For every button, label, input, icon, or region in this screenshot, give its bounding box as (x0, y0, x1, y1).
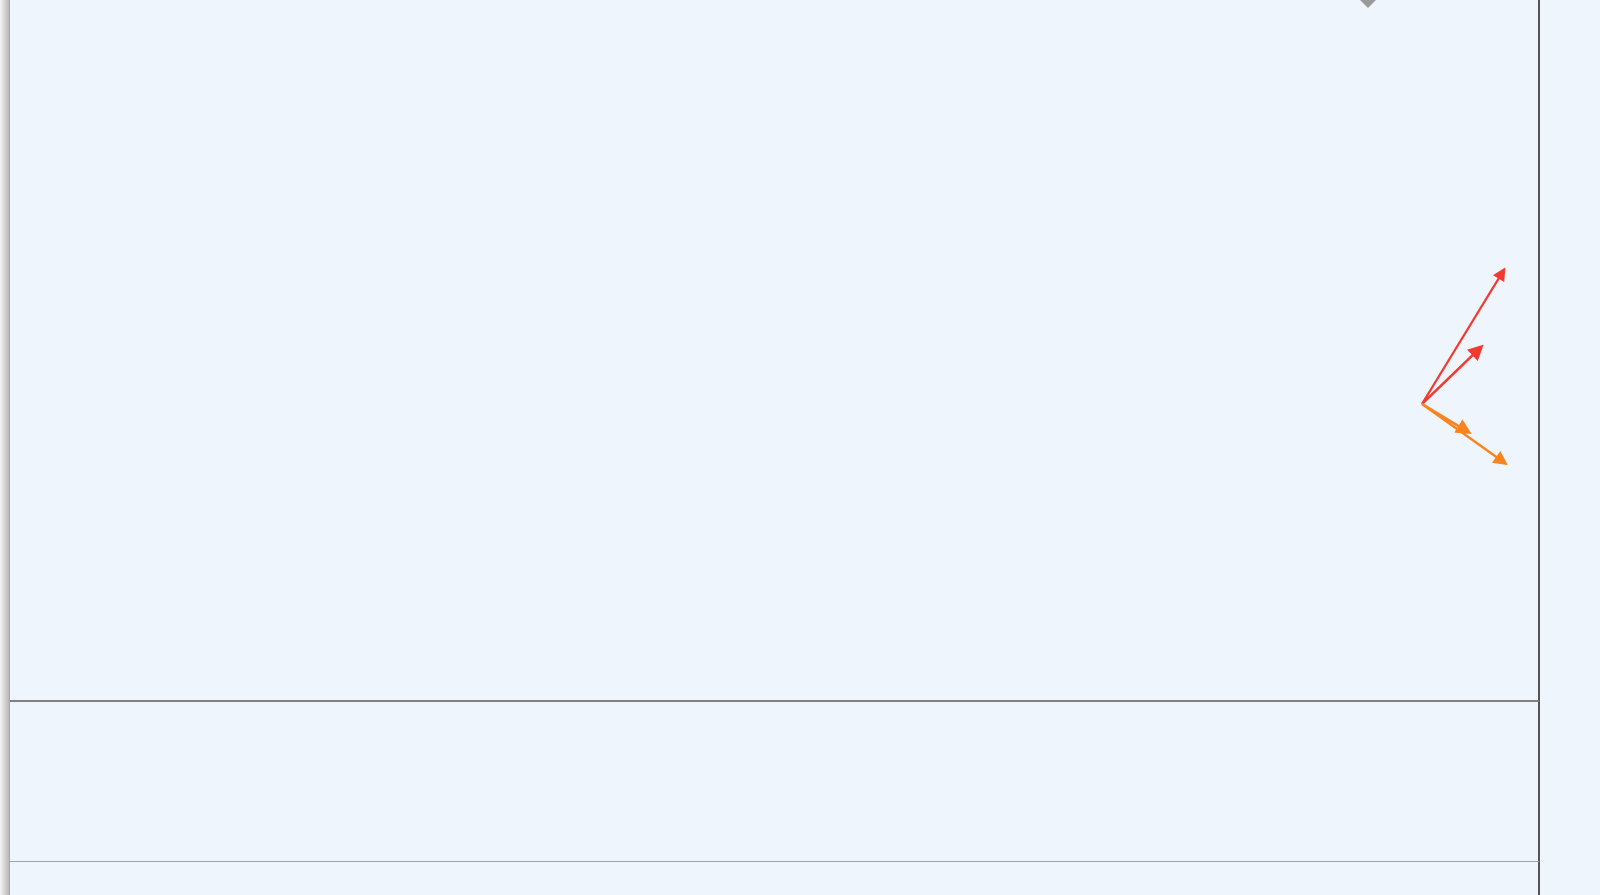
macd-indicator-pane[interactable] (10, 702, 1540, 862)
vertical-scrollbar[interactable] (0, 0, 10, 895)
candlestick-series (10, 0, 1540, 702)
projection-arrows (1421, 267, 1508, 466)
price-chart-pane[interactable] (10, 0, 1540, 702)
time-axis[interactable] (10, 862, 1540, 895)
macd-histogram (10, 702, 1540, 862)
bullish-arrow (1421, 267, 1506, 405)
price-scale[interactable] (1542, 0, 1600, 895)
chart-shift-marker-icon[interactable] (1360, 0, 1376, 8)
bearish-arrow (1421, 402, 1508, 466)
